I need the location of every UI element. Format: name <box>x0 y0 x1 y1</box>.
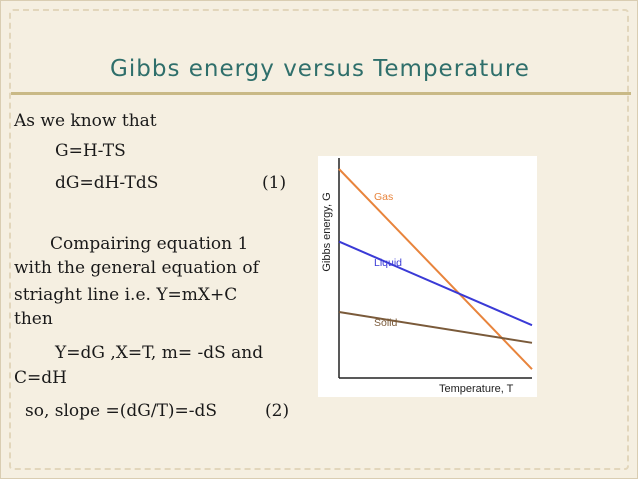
text-line-7: then <box>14 309 53 329</box>
series-line-gas <box>338 168 533 370</box>
chart-svg: Temperature, T Gibbs energy, G Gas Liquid So… <box>321 158 533 395</box>
series-line-liquid <box>338 240 533 327</box>
text-line-1: As we know that <box>14 111 157 131</box>
text-line-6: striaght line i.e. Y=mX+C <box>14 285 238 305</box>
x-axis-label: Temperature, T <box>439 383 514 395</box>
series-label-gas: Gas <box>374 191 393 203</box>
equation-number-1: (1) <box>262 173 287 193</box>
slide-border <box>9 9 629 470</box>
text-line-3: dG=dH-TdS <box>55 173 159 193</box>
text-line-8: Y=dG ,X=T, m= -dS and <box>55 343 264 363</box>
title-underline <box>11 92 631 95</box>
text-line-9: C=dH <box>14 368 67 388</box>
text-line-2: G=H-TS <box>55 141 126 161</box>
slide-title: Gibbs energy versus Temperature <box>110 56 530 82</box>
series-label-liquid: Liquid <box>374 257 402 269</box>
y-axis-label: Gibbs energy, G <box>321 192 333 271</box>
gibbs-temperature-graph: Temperature, T Gibbs energy, G Gas Liquid So… <box>318 156 537 397</box>
series-line-solid <box>338 311 533 344</box>
series-label-solid: Solid <box>374 317 398 329</box>
text-line-5: with the general equation of <box>14 258 259 278</box>
text-line-4: Compairing equation 1 <box>50 234 249 254</box>
text-line-10: so, slope =(dG/T)=-dS <box>25 401 218 421</box>
equation-number-2: (2) <box>265 401 290 421</box>
